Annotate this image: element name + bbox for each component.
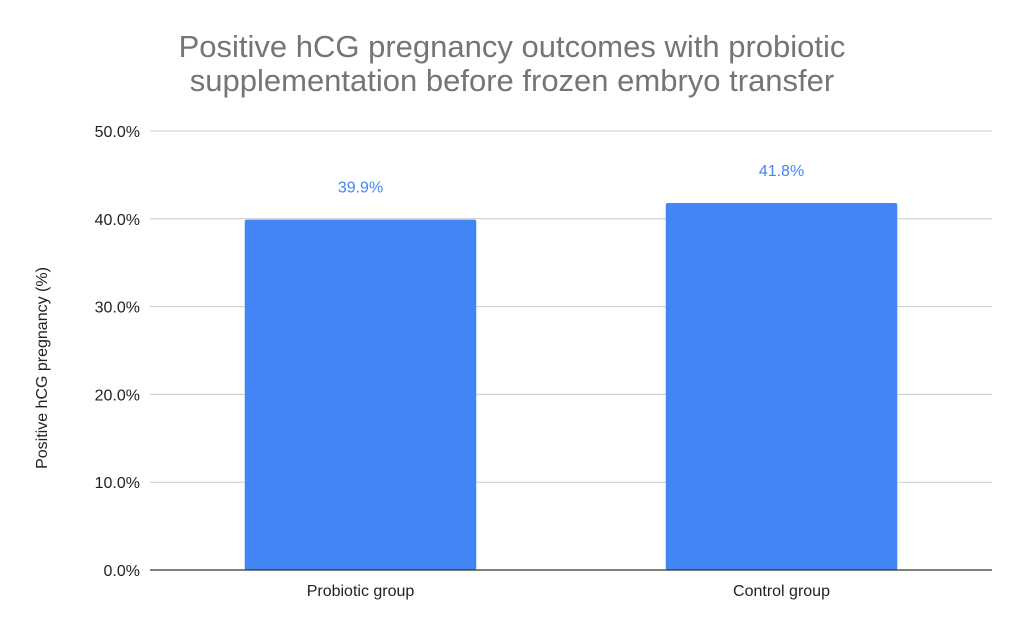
data-label: 39.9%	[338, 180, 383, 197]
y-tick-labels: 0.0% 10.0% 20.0% 30.0% 40.0% 50.0%	[95, 124, 140, 580]
bar	[244, 219, 477, 571]
y-tick-label: 10.0%	[95, 475, 140, 492]
bars	[244, 202, 898, 571]
y-tick-label: 30.0%	[95, 300, 140, 317]
bar	[665, 202, 898, 570]
chart-title-line-1: Positive hCG pregnancy outcomes with pro…	[178, 29, 846, 64]
y-tick-label: 0.0%	[104, 563, 140, 580]
chart-title-line-2: supplementation before frozen embryo tra…	[189, 63, 835, 98]
y-tick-label: 40.0%	[95, 212, 140, 229]
data-labels: 39.9% 41.8%	[338, 163, 804, 197]
y-axis-label: Positive hCG pregnancy (%)	[34, 267, 51, 469]
category-label: Probiotic group	[307, 583, 415, 600]
data-label: 41.8%	[759, 163, 804, 180]
category-labels: Probiotic group Control group	[307, 583, 830, 600]
y-tick-label: 50.0%	[95, 124, 140, 141]
category-label: Control group	[733, 583, 830, 600]
y-tick-label: 20.0%	[95, 387, 140, 404]
chart-title: Positive hCG pregnancy outcomes with pro…	[0, 30, 1024, 98]
